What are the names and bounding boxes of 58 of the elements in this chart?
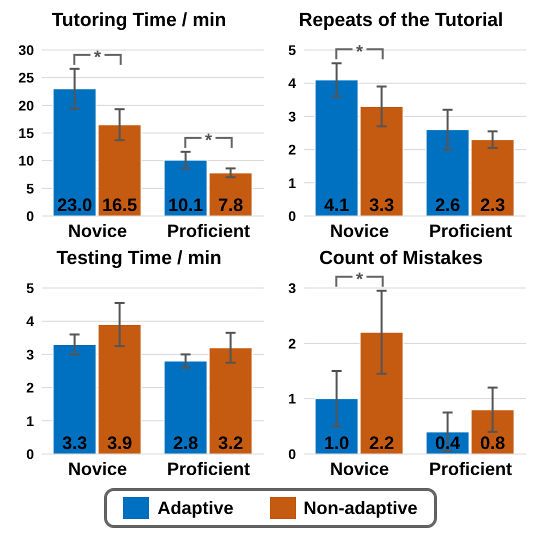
- y-tick-label: 2: [26, 380, 34, 396]
- y-tick-label: 0: [288, 446, 296, 462]
- x-tick-label: Novice: [68, 458, 128, 479]
- legend-label: Adaptive: [157, 498, 234, 518]
- y-tick-label: 5: [288, 42, 296, 58]
- data-label: 3.3: [369, 195, 394, 215]
- data-label: 1.0: [324, 433, 350, 453]
- y-tick-label: 0: [26, 446, 34, 462]
- x-tick-label: Proficient: [428, 458, 512, 479]
- data-label: 3.3: [62, 433, 88, 453]
- data-label: 2.6: [435, 195, 460, 215]
- x-tick-label: Proficient: [166, 458, 250, 479]
- data-label: 23.0: [57, 195, 92, 215]
- x-tick-label: Proficient: [166, 220, 250, 241]
- y-tick-label: 0: [26, 208, 34, 224]
- y-tick-label: 20: [18, 97, 34, 114]
- y-tick-label: 3: [288, 108, 296, 124]
- y-tick-label: 1: [288, 174, 296, 191]
- y-tick-label: 2: [288, 142, 296, 158]
- annotation: *: [204, 130, 212, 150]
- y-tick-label: 1: [288, 390, 296, 407]
- y-tick-label: 25: [18, 70, 34, 86]
- data-label: 2.8: [173, 433, 198, 453]
- x-tick-label: Novice: [330, 458, 390, 479]
- significance-bracket: *: [73, 46, 122, 67]
- data-label: 7.8: [218, 195, 244, 215]
- data-label: 2.2: [369, 433, 394, 453]
- annotation: *: [94, 46, 102, 67]
- y-tick-label: 3: [26, 346, 34, 362]
- significance-bracket: *: [184, 130, 233, 150]
- data-label: 3.9: [107, 433, 132, 453]
- y-tick-label: 15: [18, 124, 34, 141]
- y-tick-label: 3: [288, 280, 296, 296]
- data-label: 16.5: [102, 195, 138, 215]
- y-tick-label: 10: [18, 152, 34, 169]
- data-label: 4.1: [324, 195, 350, 215]
- y-tick-label: 4: [26, 313, 34, 330]
- data-label: 10.1: [168, 195, 204, 215]
- chart-title: Testing Time / min: [55, 247, 223, 271]
- chart-title: Count of Mistakes: [318, 247, 484, 271]
- annotation: *: [356, 41, 364, 62]
- y-tick-label: 30: [18, 42, 34, 58]
- y-tick-label: 2: [288, 335, 296, 352]
- x-tick-label: Proficient: [428, 220, 512, 241]
- legend-label: Non-adaptive: [304, 498, 418, 518]
- y-tick-label: 5: [26, 180, 34, 196]
- y-tick-label: 0: [288, 208, 296, 224]
- significance-bracket: *: [335, 41, 384, 62]
- x-tick-label: Novice: [330, 220, 390, 241]
- data-label: 0.8: [480, 433, 506, 453]
- y-tick-label: 5: [26, 280, 34, 296]
- data-label: 2.3: [480, 195, 506, 215]
- chart-title: Tutoring Time / min: [50, 9, 228, 33]
- data-label: 3.2: [218, 433, 244, 453]
- y-tick-label: 4: [288, 75, 296, 92]
- x-tick-label: Novice: [68, 220, 128, 241]
- y-tick-label: 1: [26, 412, 34, 429]
- chart-title: Repeats of the Tutorial: [298, 9, 504, 33]
